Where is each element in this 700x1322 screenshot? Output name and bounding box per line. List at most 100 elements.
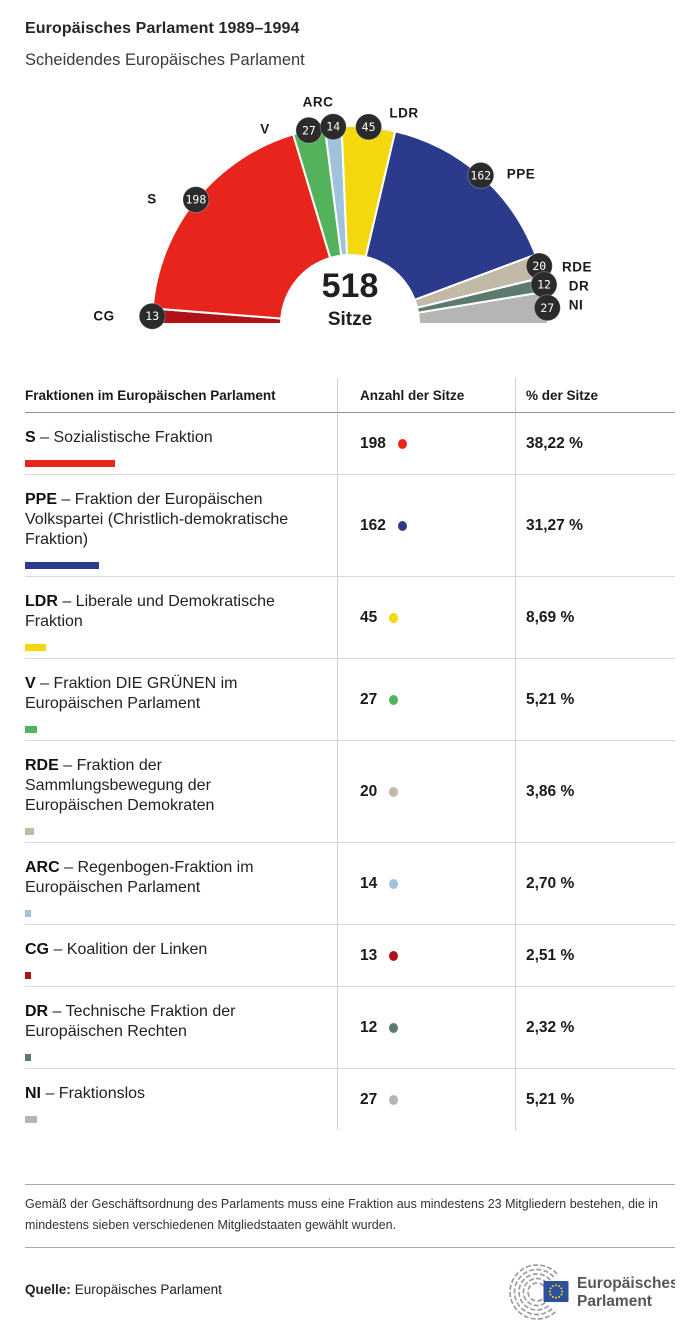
source-row: Quelle: Europäisches Parlament Europäisch…	[25, 1262, 675, 1322]
party-color-dot	[389, 1094, 399, 1105]
footnote: Gemäß der Geschäftsordnung des Parlament…	[25, 1184, 675, 1248]
seats-cell: 27	[337, 1069, 515, 1130]
party-color-bar	[25, 460, 116, 467]
percent-cell: 5,21 %	[515, 659, 675, 741]
party-color-dot	[397, 438, 407, 449]
table-row-NI: NI – Fraktionslos 27 5,21 %	[25, 1069, 675, 1130]
seat-badge-ARC	[319, 113, 347, 141]
table-row-RDE: RDE – Fraktion der Sammlungsbewegung der…	[25, 741, 675, 843]
faction-label-ARC: ARC	[303, 95, 334, 110]
party-color-dot	[389, 878, 399, 889]
party-color-dot	[389, 694, 399, 705]
percent-value: 2,32 %	[526, 1018, 575, 1036]
percent-value: 31,27 %	[526, 516, 583, 534]
eu-flag-star	[551, 1295, 554, 1298]
seats-value: 14	[360, 874, 378, 892]
eu-flag-star	[551, 1285, 554, 1288]
seats-cell: 14	[337, 843, 515, 925]
faction-name-cell: NI – Fraktionslos	[25, 1069, 337, 1130]
eu-flag-star	[555, 1284, 557, 1287]
party-color-bar	[25, 644, 46, 651]
seats-cell: 45	[337, 577, 515, 659]
seat-badge-S	[182, 186, 210, 214]
eu-flag-star	[549, 1287, 552, 1290]
table-row-V: V – Fraktion DIE GRÜNEN im Europäischen …	[25, 659, 675, 741]
seats-value: 27	[360, 1090, 378, 1108]
eu-flag-star	[549, 1293, 552, 1296]
factions-table: Fraktionen im Europäischen Parlament Anz…	[25, 378, 675, 1130]
faction-name: PPE – Fraktion der Europäischen Volkspar…	[25, 491, 289, 548]
seat-badge-NI	[533, 294, 561, 322]
logo-text-line2: Parlament	[577, 1293, 652, 1310]
party-color-dot	[389, 786, 399, 797]
faction-name: V – Fraktion DIE GRÜNEN im Europäischen …	[25, 675, 238, 712]
percent-value: 2,70 %	[526, 874, 575, 892]
faction-name: NI – Fraktionslos	[25, 1085, 146, 1102]
seats-value: 198	[360, 434, 386, 452]
faction-label-DR: DR	[569, 279, 590, 294]
seats-cell: 12	[337, 987, 515, 1069]
eu-flag-star	[548, 1290, 551, 1293]
faction-name: DR – Technische Fraktion der Europäische…	[25, 1003, 236, 1040]
eu-flag-star	[558, 1295, 561, 1298]
faction-label-CG: CG	[93, 309, 114, 324]
page-title: Europäisches Parlament 1989–1994	[25, 20, 300, 37]
seat-badge-value-DR: 12	[537, 278, 551, 292]
hemicycle-svg: 518 Sitze 13 CG 198 S 27 V 14 ARC 45 LDR 162 PPE 20 RDE…	[0, 95, 700, 344]
source-label: Quelle:	[25, 1281, 71, 1297]
party-color-dot	[397, 520, 407, 531]
seats-value: 45	[360, 608, 378, 626]
eu-flag-star	[561, 1290, 564, 1293]
seats-cell: 20	[337, 741, 515, 843]
seat-badge-value-V: 27	[302, 123, 316, 137]
col-header-factions: Fraktionen im Europäischen Parlament	[25, 378, 337, 413]
percent-cell: 2,51 %	[515, 925, 675, 987]
seats-cell: 27	[337, 659, 515, 741]
percent-cell: 8,69 %	[515, 577, 675, 659]
center-hole	[280, 254, 420, 344]
faction-label-S: S	[147, 192, 157, 207]
seat-badge-CG	[138, 302, 166, 330]
seat-badge-value-S: 198	[186, 193, 207, 207]
seat-badge-value-NI: 27	[540, 301, 554, 315]
faction-name: S – Sozialistische Fraktion	[25, 429, 213, 446]
party-color-bar	[25, 562, 99, 569]
percent-cell: 31,27 %	[515, 475, 675, 577]
table-row-ARC: ARC – Regenbogen-Fraktion im Europäische…	[25, 843, 675, 925]
faction-label-V: V	[260, 122, 270, 137]
col-header-percent: % der Sitze	[515, 378, 675, 413]
seat-badge-PPE	[467, 161, 495, 189]
seat-badge-value-CG: 13	[145, 309, 159, 323]
table-row-DR: DR – Technische Fraktion der Europäische…	[25, 987, 675, 1069]
faction-name: ARC – Regenbogen-Fraktion im Europäische…	[25, 859, 254, 896]
seat-badge-LDR	[355, 113, 383, 141]
faction-name: RDE – Fraktion der Sammlungsbewegung der…	[25, 757, 215, 814]
seats-value: 162	[360, 516, 386, 534]
party-color-dot	[389, 1022, 399, 1033]
seats-value: 13	[360, 946, 378, 964]
page-subtitle: Scheidendes Europäisches Parlament	[25, 51, 305, 69]
seat-badge-value-ARC: 14	[326, 120, 340, 134]
seats-cell: 162	[337, 475, 515, 577]
center-total: 518	[322, 267, 379, 305]
party-color-bar	[25, 910, 32, 917]
percent-value: 2,51 %	[526, 946, 575, 964]
faction-name-cell: LDR – Liberale und Demokratische Fraktio…	[25, 577, 337, 659]
faction-label-NI: NI	[569, 298, 584, 313]
percent-cell: 5,21 %	[515, 1069, 675, 1130]
party-color-bar	[25, 1054, 31, 1061]
table-row-CG: CG – Koalition der Linken 13 2,51 %	[25, 925, 675, 987]
faction-label-LDR: LDR	[389, 106, 418, 121]
faction-name-cell: V – Fraktion DIE GRÜNEN im Europäischen …	[25, 659, 337, 741]
source-text: Quelle: Europäisches Parlament	[25, 1281, 222, 1297]
party-color-bar	[25, 828, 35, 835]
seat-badge-value-LDR: 45	[362, 120, 376, 134]
seats-cell: 13	[337, 925, 515, 987]
faction-name-cell: S – Sozialistische Fraktion	[25, 413, 337, 475]
percent-value: 5,21 %	[526, 690, 575, 708]
percent-value: 5,21 %	[526, 1090, 575, 1108]
eu-flag-star	[555, 1296, 557, 1299]
seats-value: 27	[360, 690, 378, 708]
